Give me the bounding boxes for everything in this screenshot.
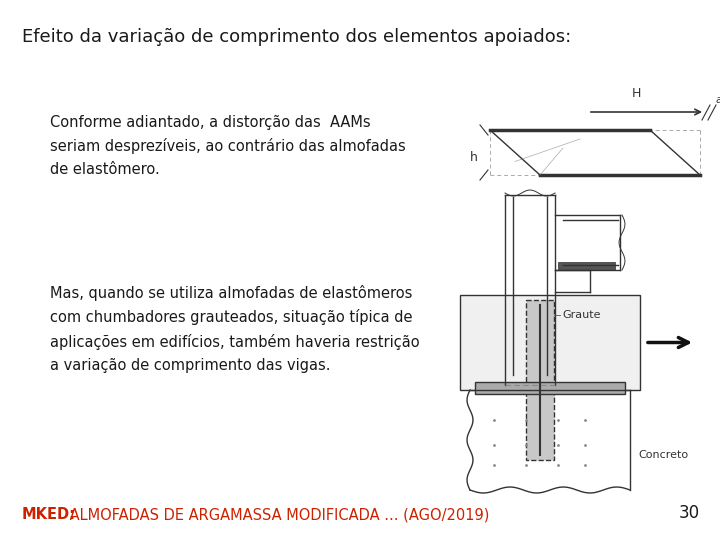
Text: Concreto: Concreto	[638, 450, 688, 460]
Text: $a_h$: $a_h$	[715, 95, 720, 107]
Text: H: H	[631, 87, 641, 100]
Bar	[460, 295, 640, 390]
Text: Graute: Graute	[562, 310, 600, 320]
Text: 30: 30	[679, 504, 700, 522]
Text: ALMOFADAS DE ARGAMASSA MODIFICADA ... (AGO/2019): ALMOFADAS DE ARGAMASSA MODIFICADA ... (A…	[65, 507, 490, 522]
Bar	[558, 262, 615, 270]
Text: Mas, quando se utiliza almofadas de elastômeros
com chumbadores grauteados, situ: Mas, quando se utiliza almofadas de elas…	[50, 285, 420, 373]
Text: Conforme adiantado, a distorção das  AAMs
seriam desprezíveis, ao contrário das : Conforme adiantado, a distorção das AAMs…	[50, 115, 406, 177]
Text: h: h	[470, 151, 478, 164]
Bar	[526, 300, 554, 460]
Text: Efeito da variação de comprimento dos elementos apoiados:: Efeito da variação de comprimento dos el…	[22, 28, 571, 46]
Bar	[475, 382, 625, 394]
Text: MKED:: MKED:	[22, 507, 76, 522]
